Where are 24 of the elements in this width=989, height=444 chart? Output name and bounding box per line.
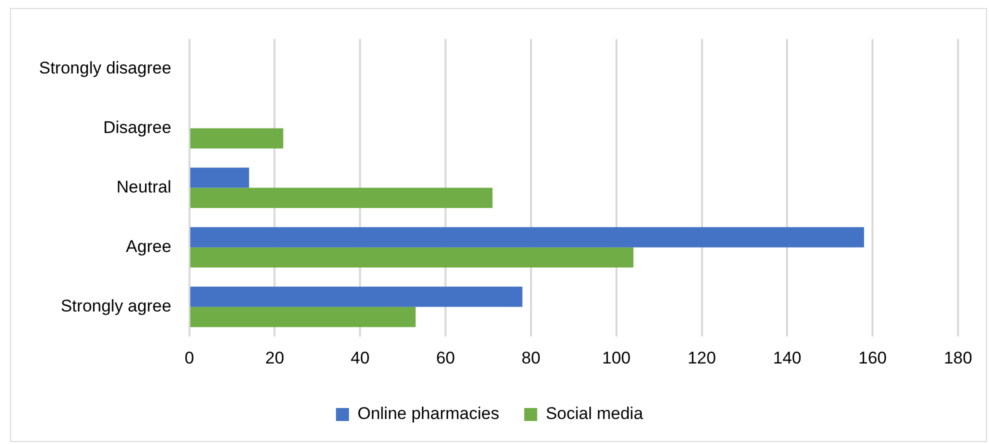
x-tick-label: 0 <box>184 348 194 368</box>
x-tick-label: 140 <box>772 348 802 368</box>
y-tick-label: Strongly disagree <box>38 58 172 78</box>
x-tick-label: 100 <box>602 348 631 368</box>
bar <box>190 188 493 208</box>
y-tick-label: Neutral <box>116 177 172 196</box>
x-tick-label: 160 <box>858 348 887 368</box>
bar <box>190 227 864 248</box>
bar <box>190 168 250 188</box>
bar <box>190 128 284 149</box>
bar <box>190 247 634 268</box>
x-tick-label: 120 <box>688 348 716 368</box>
x-tick-label: 60 <box>436 348 455 368</box>
x-tick-label: 180 <box>944 348 972 368</box>
bar <box>190 286 522 307</box>
bar <box>190 306 416 328</box>
y-tick-label: Strongly agree <box>60 296 172 316</box>
x-tick-label: 80 <box>521 348 540 368</box>
legend-label: Online pharmacies <box>357 404 500 424</box>
legend-label: Social media <box>546 404 644 424</box>
x-tick-label: 40 <box>350 348 370 368</box>
y-tick-label: Disagree <box>103 118 172 137</box>
y-tick-label: Agree <box>126 237 172 256</box>
x-tick-label: 20 <box>265 348 284 368</box>
